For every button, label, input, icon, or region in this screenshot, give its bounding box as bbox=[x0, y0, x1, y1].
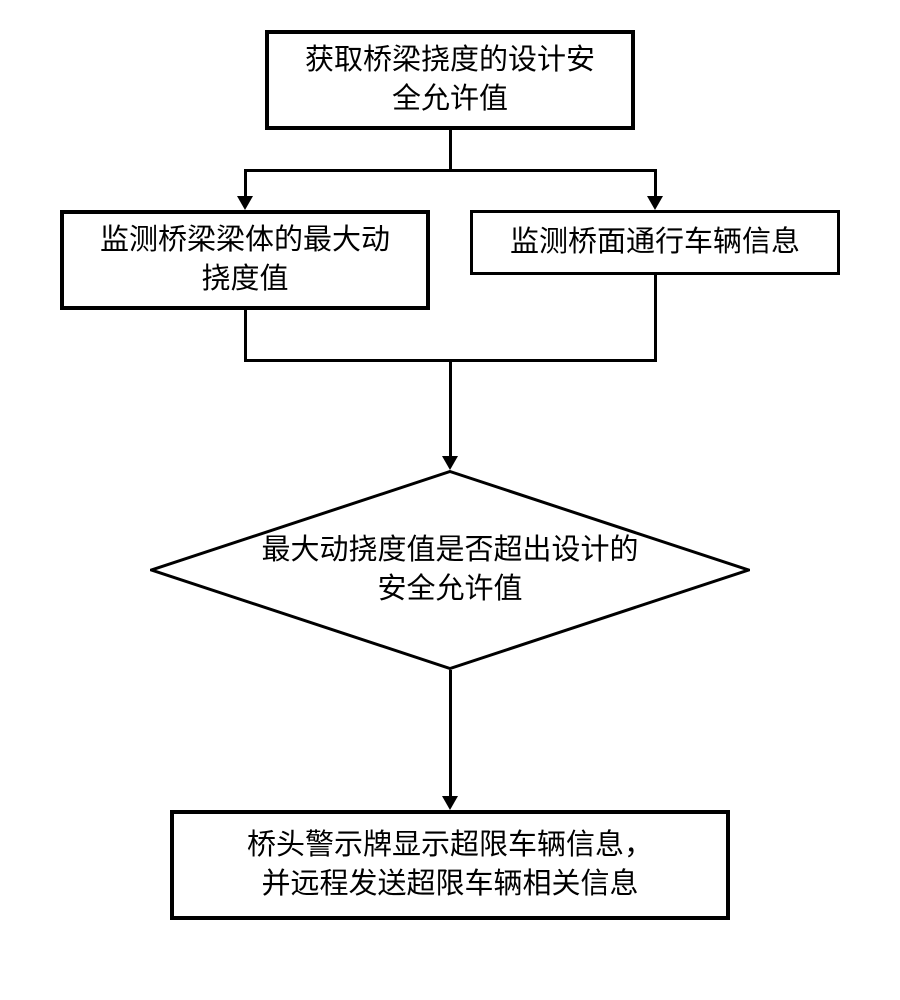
decision-diamond-exceed-limit: 最大动挠度值是否超出设计的安全允许值 bbox=[150, 470, 750, 670]
edge-segment bbox=[654, 275, 657, 362]
arrowhead bbox=[237, 196, 253, 210]
node-text: 最大动挠度值是否超出设计的安全允许值 bbox=[261, 531, 638, 609]
node-text: 桥头警示牌显示超限车辆信息，并远程发送超限车辆相关信息 bbox=[247, 826, 653, 904]
process-box-acquire-allowed-value: 获取桥梁挠度的设计安全允许值 bbox=[265, 30, 635, 130]
node-text: 获取桥梁挠度的设计安全允许值 bbox=[305, 41, 595, 119]
process-box-display-warning: 桥头警示牌显示超限车辆信息，并远程发送超限车辆相关信息 bbox=[170, 810, 730, 920]
arrowhead bbox=[442, 456, 458, 470]
edge-segment bbox=[244, 169, 247, 198]
edge-segment bbox=[654, 169, 657, 198]
process-box-monitor-deflection: 监测桥梁梁体的最大动挠度值 bbox=[60, 210, 430, 310]
edge-segment bbox=[245, 169, 657, 172]
node-text: 监测桥梁梁体的最大动挠度值 bbox=[100, 221, 390, 299]
edge-segment bbox=[244, 310, 247, 360]
edge-segment bbox=[449, 359, 452, 459]
process-box-monitor-vehicles: 监测桥面通行车辆信息 bbox=[470, 210, 840, 275]
flowchart-container: 获取桥梁挠度的设计安全允许值 监测桥梁梁体的最大动挠度值 监测桥面通行车辆信息 … bbox=[0, 0, 900, 1000]
arrowhead bbox=[647, 196, 663, 210]
edge-segment bbox=[449, 130, 452, 170]
arrowhead bbox=[442, 796, 458, 810]
edge-segment bbox=[449, 670, 452, 798]
node-text: 监测桥面通行车辆信息 bbox=[510, 223, 800, 262]
